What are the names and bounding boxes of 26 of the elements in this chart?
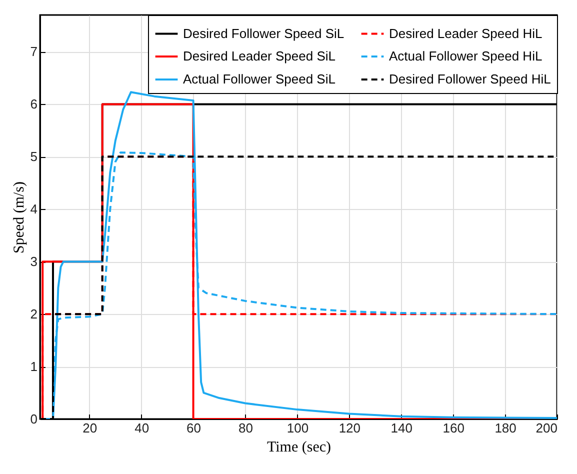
y-tick-label: 6 xyxy=(30,96,38,112)
y-tick-label: 2 xyxy=(30,306,38,322)
y-axis-title: Speed (m/s) xyxy=(11,181,28,254)
x-tick-label: 100 xyxy=(286,420,309,436)
x-axis-title: Time (sec) xyxy=(266,440,332,456)
legend-label: Actual Follower Speed SiL xyxy=(183,72,336,86)
legend-label: Actual Follower Speed HiL xyxy=(389,48,542,64)
y-tick-label: 1 xyxy=(30,359,38,374)
x-tick-label: 200 xyxy=(536,420,558,436)
y-tick-label: 5 xyxy=(30,149,38,164)
x-tick-label: 60 xyxy=(186,420,202,436)
legend-label: Desired Leader Speed HiL xyxy=(389,26,542,41)
x-tick-label: 160 xyxy=(442,420,464,436)
x-tick-label: 20 xyxy=(82,420,98,436)
y-tick-label: 4 xyxy=(30,202,38,217)
y-tick-label: 7 xyxy=(30,44,38,60)
x-tick-label: 180 xyxy=(494,420,516,436)
legend-label: Desired Leader Speed SiL xyxy=(183,48,336,64)
x-tick-label: 140 xyxy=(390,420,412,436)
x-tick-label: 40 xyxy=(134,420,150,436)
x-tick-label: 120 xyxy=(338,420,361,436)
y-tick-label: 0 xyxy=(30,412,38,426)
x-tick-label: 80 xyxy=(238,420,253,436)
y-tick-label: 3 xyxy=(30,254,38,270)
legend-label: Desired Follower Speed HiL xyxy=(389,72,551,86)
legend-label: Desired Follower Speed SiL xyxy=(183,26,344,41)
